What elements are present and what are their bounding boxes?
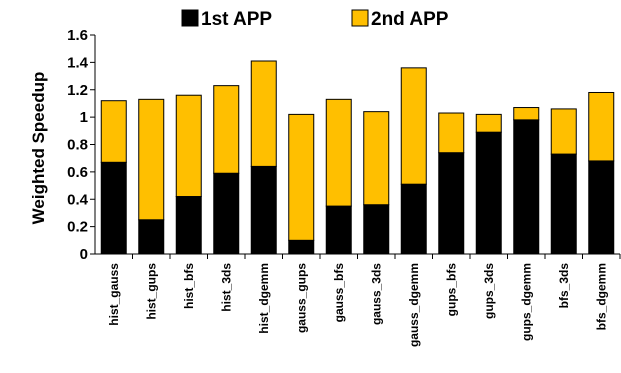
x-tick-label: gups_bfs — [444, 263, 458, 317]
bar-segment-2nd-app — [100, 100, 127, 163]
x-tick-label: hist_gauss — [107, 263, 121, 326]
legend-swatch-1st-app — [181, 9, 199, 27]
x-tick-label: gups_dgemm — [519, 263, 533, 341]
legend-swatch-2nd-app — [351, 9, 369, 27]
legend-label-2nd-app: 2nd APP — [371, 9, 449, 30]
legend-label-1st-app: 1st APP — [201, 9, 272, 30]
y-tick-label: 1 — [80, 109, 88, 126]
bar-segment-1st-app — [588, 160, 615, 255]
x-tick-label: gauss_gups — [294, 263, 308, 333]
bar-segment-1st-app — [550, 153, 577, 255]
bar-segment-2nd-app — [475, 113, 502, 133]
x-tick-label: gauss_dgemm — [407, 263, 421, 347]
bar-segment-2nd-app — [438, 112, 465, 154]
y-tick-label: 0.6 — [67, 164, 88, 181]
y-axis-title: Weighted Speedup — [29, 72, 48, 225]
bar-segment-2nd-app — [588, 91, 615, 162]
plot-area: 0 0.2 0.4 0.6 0.8 1 1.2 1.4 1.6 hist_gauss hist_gu… — [67, 27, 621, 347]
y-tick-label: 0.4 — [67, 191, 89, 208]
x-tick-label: hist_dgemm — [257, 263, 271, 334]
bar-segment-1st-app — [363, 204, 390, 255]
bar-segment-1st-app — [213, 172, 240, 255]
bar-segment-1st-app — [250, 165, 277, 255]
y-tick-label: 1.6 — [67, 27, 88, 44]
bar-segment-1st-app — [138, 219, 165, 255]
x-tick-label: bfs_3ds — [557, 263, 571, 309]
bar-segment-1st-app — [175, 196, 202, 255]
bar-segment-2nd-app — [400, 67, 427, 185]
x-tick-label: hist_bfs — [182, 263, 196, 309]
bar-segment-2nd-app — [363, 111, 390, 206]
y-tick-label: 1.2 — [67, 82, 88, 99]
x-tick-label: hist_gups — [144, 263, 158, 320]
legend: 1st APP 2nd APP — [181, 9, 449, 30]
bar-segment-1st-app — [438, 152, 465, 255]
x-tick-label: gauss_bfs — [332, 263, 346, 323]
bar-segment-1st-app — [325, 205, 352, 255]
x-tick-label: gauss_3ds — [369, 263, 383, 325]
bar-segment-2nd-app — [138, 98, 165, 221]
bar-segment-2nd-app — [325, 98, 352, 207]
y-tick-label: 1.4 — [67, 54, 89, 71]
bar-segment-2nd-app — [250, 60, 277, 167]
bar-segment-2nd-app — [288, 113, 315, 241]
bar-segment-2nd-app — [550, 108, 577, 155]
bar-segment-1st-app — [513, 119, 540, 255]
x-tick-label: hist_3ds — [219, 263, 233, 312]
bar-segment-1st-app — [400, 183, 427, 255]
y-tick-label: 0.2 — [67, 219, 88, 236]
y-tick-label: 0.8 — [67, 137, 88, 154]
bar-segment-1st-app — [100, 161, 127, 255]
bar-segment-2nd-app — [175, 94, 202, 198]
bar-segment-2nd-app — [513, 107, 540, 121]
y-tick-label: 0 — [80, 246, 88, 263]
x-tick-label: bfs_dgemm — [594, 263, 608, 330]
bar-segment-1st-app — [475, 131, 502, 255]
x-tick-label: gups_3ds — [482, 263, 496, 319]
bar-segment-1st-app — [288, 239, 315, 255]
bar-segment-2nd-app — [213, 85, 240, 174]
